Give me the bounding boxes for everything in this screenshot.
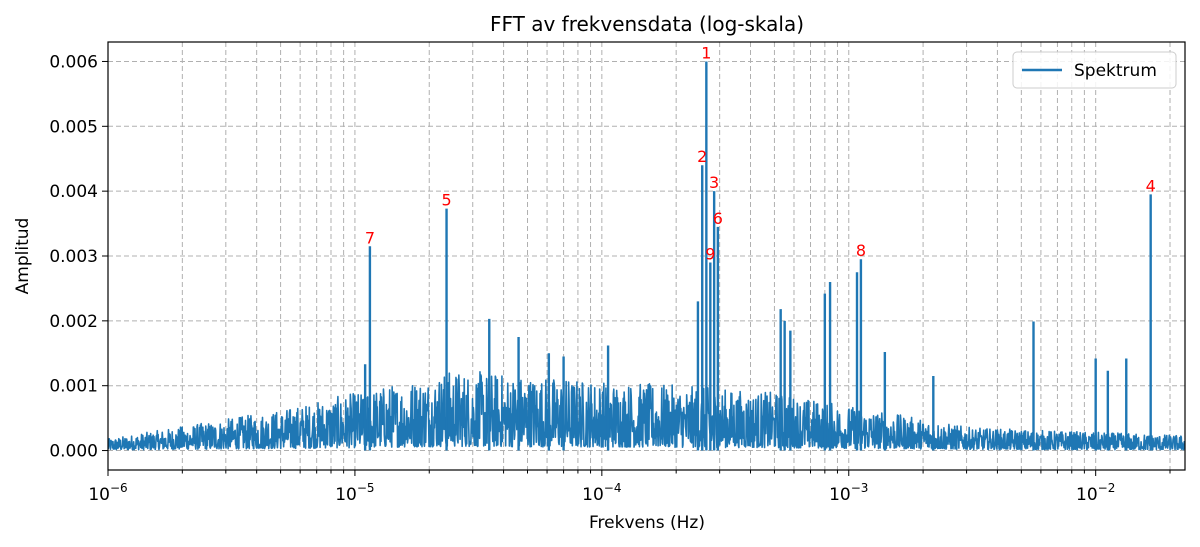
y-tick-label: 0.004 xyxy=(49,182,98,202)
peak-label: 8 xyxy=(856,241,866,260)
y-tick-label: 0.003 xyxy=(49,247,98,267)
peak-label: 6 xyxy=(713,209,723,228)
x-tick-label: 10−6 xyxy=(88,481,127,505)
peak-label: 1 xyxy=(701,43,711,62)
peak-label: 7 xyxy=(365,228,375,247)
grid xyxy=(107,42,1185,470)
y-tick-label: 0.001 xyxy=(49,377,98,397)
x-tick-label: 10−3 xyxy=(829,481,868,505)
y-tick-label: 0.000 xyxy=(49,442,98,462)
x-tick-label: 10−2 xyxy=(1076,481,1115,505)
peak-label: 9 xyxy=(705,244,715,263)
chart-title: FFT av frekvensdata (log-skala) xyxy=(490,12,804,36)
peak-label: 3 xyxy=(709,173,719,192)
y-axis-title: Amplitud xyxy=(13,218,33,295)
y-tick-label: 0.005 xyxy=(49,117,98,137)
peak-label: 4 xyxy=(1146,176,1156,195)
spectrum-line xyxy=(108,371,1185,451)
series-layer xyxy=(108,61,1185,451)
peak-label: 2 xyxy=(697,147,707,166)
y-tick-label: 0.002 xyxy=(49,312,98,332)
peak-label: 5 xyxy=(441,191,451,210)
x-axis-title: Frekvens (Hz) xyxy=(589,513,705,533)
legend: Spektrum xyxy=(1012,51,1177,89)
x-axis: 10−6 10−5 10−4 10−3 10−2 xyxy=(88,470,1171,505)
legend-label: Spektrum xyxy=(1074,61,1157,81)
x-tick-label: 10−4 xyxy=(582,481,621,505)
y-axis: 0.000 0.001 0.002 0.003 0.004 0.005 0.006 xyxy=(49,52,108,462)
legend-box xyxy=(1012,51,1177,89)
y-tick-label: 0.006 xyxy=(49,52,98,72)
x-tick-label: 10−5 xyxy=(335,481,374,505)
